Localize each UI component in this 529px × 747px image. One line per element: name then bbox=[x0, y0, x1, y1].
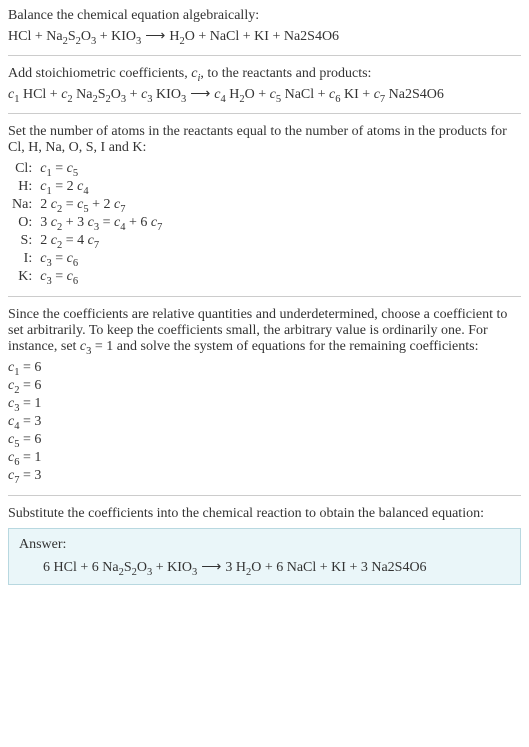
answer-box: Answer: 6 HCl + 6 Na2S2O3 + KIO3⟶3 H2O +… bbox=[8, 528, 521, 585]
divider bbox=[8, 495, 521, 496]
list-item: c2 = 6 bbox=[8, 377, 521, 395]
atoms-intro: Set the number of atoms in the reactants… bbox=[8, 124, 521, 156]
equation-1: HCl + Na2S2O3 + KIO3⟶H2O + NaCl + KI + N… bbox=[8, 28, 521, 45]
divider bbox=[8, 55, 521, 56]
table-row: S:2 c2 = 4 c7 bbox=[8, 232, 166, 250]
table-row: O:3 c2 + 3 c3 = c4 + 6 c7 bbox=[8, 214, 166, 232]
coefficient-list: c1 = 6 c2 = 6 c3 = 1 c4 = 3 c5 = 6 c6 = … bbox=[8, 359, 521, 485]
answer-label: Answer: bbox=[19, 537, 510, 553]
list-item: c7 = 3 bbox=[8, 467, 521, 485]
list-item: c5 = 6 bbox=[8, 431, 521, 449]
table-row: K:c3 = c6 bbox=[8, 268, 166, 286]
list-item: c4 = 3 bbox=[8, 413, 521, 431]
divider bbox=[8, 113, 521, 114]
relative-text: Since the coefficients are relative quan… bbox=[8, 307, 521, 355]
list-item: c1 = 6 bbox=[8, 359, 521, 377]
answer-equation: 6 HCl + 6 Na2S2O3 + KIO3⟶3 H2O + 6 NaCl … bbox=[19, 559, 510, 576]
stoich-text-2: , to the reactants and products: bbox=[200, 66, 371, 81]
list-item: c3 = 1 bbox=[8, 395, 521, 413]
table-row: Na:2 c2 = c5 + 2 c7 bbox=[8, 196, 166, 214]
atoms-table: Cl:c1 = c5 H:c1 = 2 c4 Na:2 c2 = c5 + 2 … bbox=[8, 160, 166, 286]
divider bbox=[8, 296, 521, 297]
table-row: H:c1 = 2 c4 bbox=[8, 178, 166, 196]
equation-2: c1 HCl + c2 Na2S2O3 + c3 KIO3⟶c4 H2O + c… bbox=[8, 86, 521, 103]
table-row: I:c3 = c6 bbox=[8, 250, 166, 268]
stoich-intro: Add stoichiometric coefficients, ci, to … bbox=[8, 66, 521, 82]
table-row: Cl:c1 = c5 bbox=[8, 160, 166, 178]
list-item: c6 = 1 bbox=[8, 449, 521, 467]
substitute-text: Substitute the coefficients into the che… bbox=[8, 506, 521, 522]
stoich-text-1: Add stoichiometric coefficients, bbox=[8, 66, 191, 81]
intro-line: Balance the chemical equation algebraica… bbox=[8, 8, 521, 24]
relative-text-2: = 1 and solve the system of equations fo… bbox=[91, 339, 478, 354]
